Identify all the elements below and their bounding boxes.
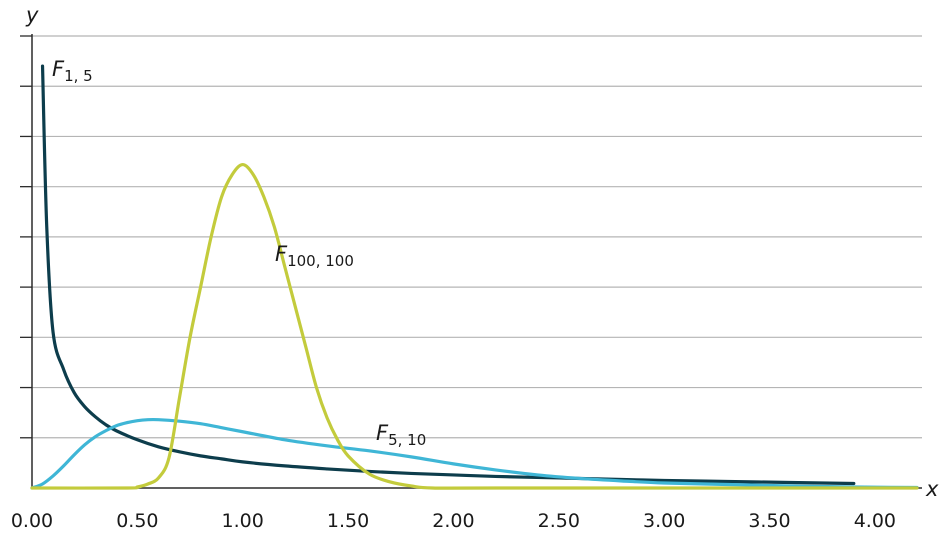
x-axis-tick-labels: 0.00 0.50 1.00 1.50 2.00 2.50 3.00 3.50 4.00 [11,510,896,532]
x-tick-label: 3.00 [643,510,685,532]
x-tick-label: 4.00 [854,510,896,532]
x-tick-label: 1.00 [222,510,264,532]
x-tick-label: 2.50 [538,510,580,532]
series-label-f1-5: F1, 5 [52,57,93,85]
series-label-f100-100: F100, 100 [275,242,354,270]
x-tick-label: 0.50 [116,510,158,532]
x-tick-label: 2.00 [432,510,474,532]
horizontal-gridlines [32,35,922,439]
y-axis-ticks [20,35,32,439]
series-curve-f5-10 [30,417,919,490]
y-axis-title: y [25,3,39,27]
x-tick-label: 3.50 [748,510,790,532]
series-label-f5-10: F5, 10 [376,421,426,449]
series-curve-f100-100 [30,162,919,490]
x-axis-title: x [925,477,939,501]
x-tick-label: 1.50 [327,510,369,532]
x-tick-label: 0.00 [11,510,53,532]
series-curves [30,64,919,490]
